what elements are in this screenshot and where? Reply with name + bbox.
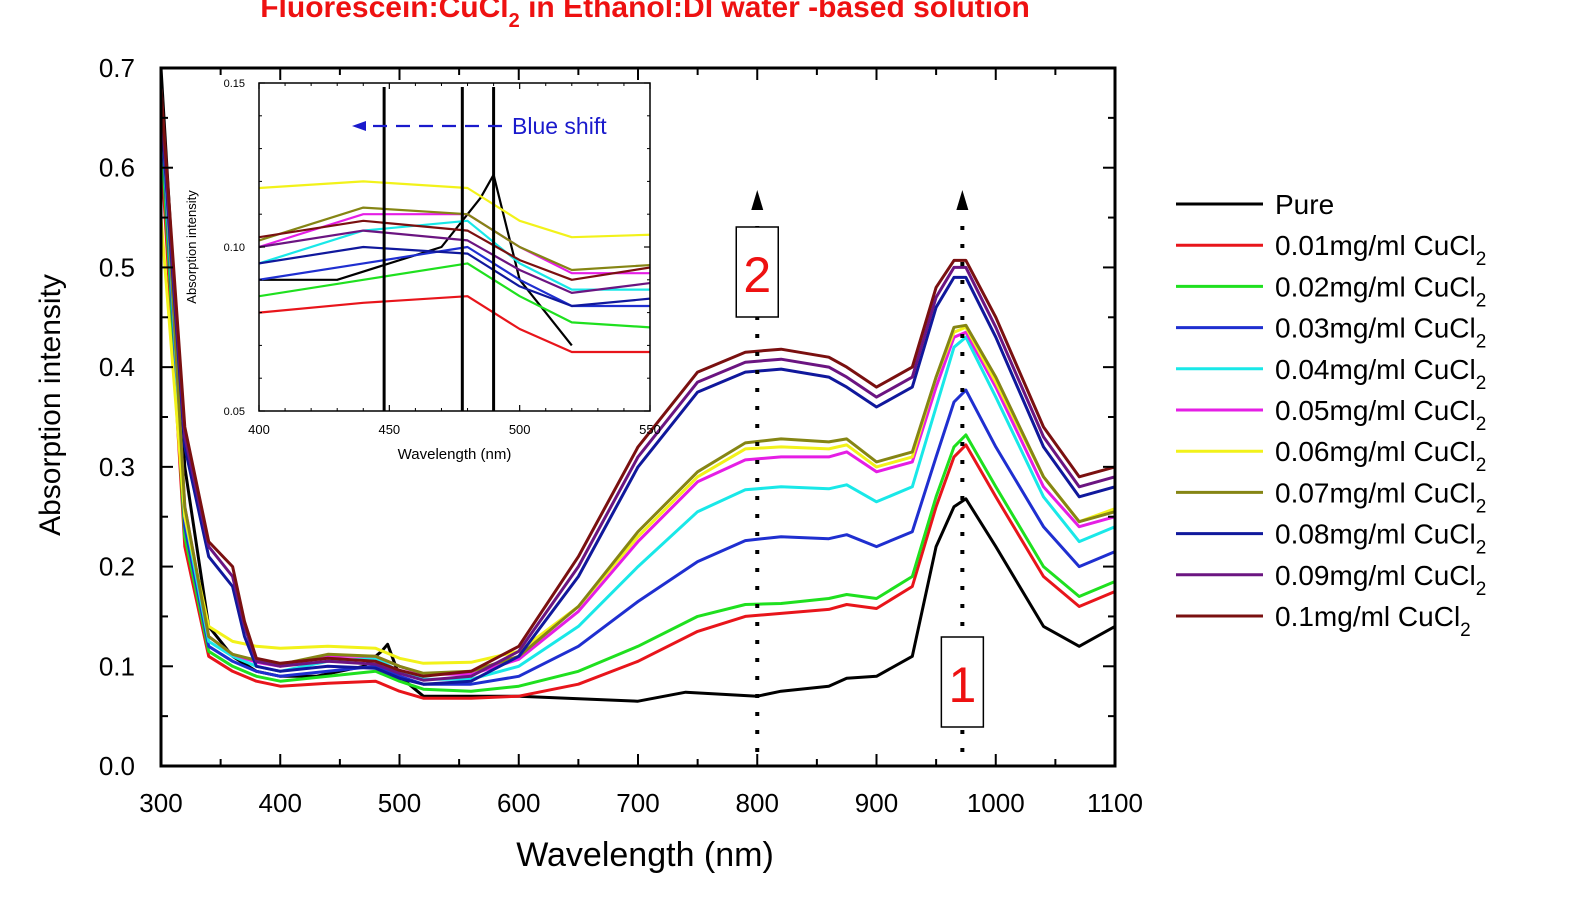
legend-label-subscript: 2	[1476, 332, 1487, 353]
inset-x-tick-label: 400	[248, 422, 270, 437]
legend-label-4: 0.04mg/ml CuCl2	[1275, 354, 1486, 394]
legend-label-text: 0.09mg/ml CuCl	[1275, 560, 1476, 591]
chart-title-sub: 2	[509, 10, 520, 32]
legend-label-subscript: 2	[1476, 249, 1487, 270]
chart-title: Fluorescein:CuCl2 in Ethanol:DI water -b…	[260, 0, 1030, 32]
label-box-2	[735, 226, 779, 318]
inset-y-tick-label: 0.05	[224, 406, 245, 418]
annotations: 21	[735, 190, 985, 752]
x-tick-label: 300	[139, 788, 182, 818]
legend-label-subscript: 2	[1476, 373, 1487, 394]
legend-label-6: 0.06mg/ml CuCl2	[1275, 436, 1486, 476]
blue-shift-label: Blue shift	[512, 113, 607, 139]
series-line-1	[161, 147, 1115, 700]
legend-label-text: 0.05mg/ml CuCl	[1275, 395, 1476, 426]
x-tick-label: 800	[736, 788, 779, 818]
inset-series-line-9	[259, 229, 650, 294]
legend-label-text: 0.02mg/ml CuCl	[1275, 271, 1476, 302]
main-plot	[161, 68, 1115, 703]
legend-label-text: 0.04mg/ml CuCl	[1275, 354, 1476, 385]
legend-label-subscript: 2	[1476, 496, 1487, 517]
y-tick-label: 0.0	[99, 751, 135, 781]
legend-label-text: 0.08mg/ml CuCl	[1275, 519, 1476, 550]
legend-label-10: 0.1mg/ml CuCl2	[1275, 601, 1471, 641]
legend-label-subscript: 2	[1476, 414, 1487, 435]
inset-series-line-4	[259, 219, 650, 291]
main-axes: 300 400 500 600 700 800 900 1000 1100 0.0 0.1 0.2 0.…	[99, 53, 1143, 818]
x-tick-label: 700	[616, 788, 659, 818]
legend-label-7: 0.07mg/ml CuCl2	[1275, 477, 1486, 517]
series-line-10	[161, 87, 1115, 678]
y-tick-label: 0.5	[99, 252, 135, 282]
y-tick-label: 0.6	[99, 153, 135, 183]
arrow-head-icon	[956, 190, 969, 210]
legend-label-9: 0.09mg/ml CuCl2	[1275, 560, 1486, 600]
inset-series-line-6	[259, 180, 650, 239]
legend-label-0: Pure	[1275, 189, 1334, 220]
inset-y-axis-label: Absorption intensity	[184, 190, 199, 304]
legend-label-5: 0.05mg/ml CuCl2	[1275, 395, 1486, 435]
series-line-3	[161, 107, 1115, 686]
y-axis-label: Absorption intensity	[34, 274, 67, 536]
legend-label-subscript: 2	[1476, 455, 1487, 476]
series-line-2	[161, 127, 1115, 693]
x-tick-label: 500	[378, 788, 421, 818]
chart-title-rest: in Ethanol:DI water -based solution	[520, 0, 1030, 24]
blue-shift-arrow-head-icon	[352, 121, 366, 131]
y-tick-label: 0.7	[99, 53, 135, 83]
inset-x-tick-label: 500	[509, 422, 531, 437]
x-tick-label: 900	[855, 788, 898, 818]
label-1: 1	[948, 657, 976, 713]
legend-label-text: 0.07mg/ml CuCl	[1275, 477, 1476, 508]
legend-label-subscript: 2	[1460, 620, 1471, 641]
x-tick-label: 1100	[1087, 788, 1143, 818]
legend-label-subscript: 2	[1476, 579, 1487, 600]
inset-series-line-8	[259, 245, 650, 308]
inset-x-tick-label: 550	[639, 422, 661, 437]
legend-label-subscript: 2	[1476, 290, 1487, 311]
inset-x-axis-label: Wavelength (nm)	[398, 446, 512, 463]
legend-label-subscript: 2	[1476, 538, 1487, 559]
legend-label-text: 0.03mg/ml CuCl	[1275, 313, 1476, 344]
x-tick-label: 1000	[967, 788, 1025, 818]
legend-label-3: 0.03mg/ml CuCl2	[1275, 313, 1486, 353]
inset-series-line-10	[259, 219, 650, 281]
legend-label-text: 0.01mg/ml CuCl	[1275, 230, 1476, 261]
inset-series-line-7	[259, 206, 650, 272]
legend-label-text: 0.1mg/ml CuCl	[1275, 601, 1460, 632]
inset-background	[259, 83, 650, 411]
inset-y-tick-label: 0.15	[224, 78, 245, 90]
series-group	[161, 68, 1115, 703]
inset-series-line-2	[259, 262, 650, 329]
y-tick-label: 0.1	[99, 651, 135, 681]
inset-y-tick-label: 0.10	[224, 242, 245, 254]
y-tick-label: 0.2	[99, 552, 135, 582]
arrow-head-icon	[751, 190, 764, 210]
x-tick-label: 400	[259, 788, 302, 818]
inset-x-tick-label: 450	[378, 422, 400, 437]
legend-label-text: 0.06mg/ml CuCl	[1275, 436, 1476, 467]
series-line-6	[161, 217, 1115, 665]
inset-plot: 400 450 500 550 0.05 0.10 0.15 Wavelength (nm) A…	[184, 78, 661, 463]
legend-label-8: 0.08mg/ml CuCl2	[1275, 519, 1486, 559]
legend-label-1: 0.01mg/ml CuCl2	[1275, 230, 1486, 270]
inset-series-line-1	[259, 295, 650, 354]
legend-label-text: Pure	[1275, 189, 1334, 220]
y-tick-label: 0.3	[99, 452, 135, 482]
label-box-1	[940, 636, 985, 728]
y-tick-label: 0.4	[99, 352, 135, 382]
series-line-8	[161, 107, 1115, 686]
chart-title-main: Fluorescein:CuCl	[260, 0, 508, 24]
x-axis-label: Wavelength (nm)	[516, 836, 774, 874]
label-2: 2	[743, 247, 771, 303]
legend-label-2: 0.02mg/ml CuCl2	[1275, 271, 1486, 311]
x-tick-label: 600	[497, 788, 540, 818]
